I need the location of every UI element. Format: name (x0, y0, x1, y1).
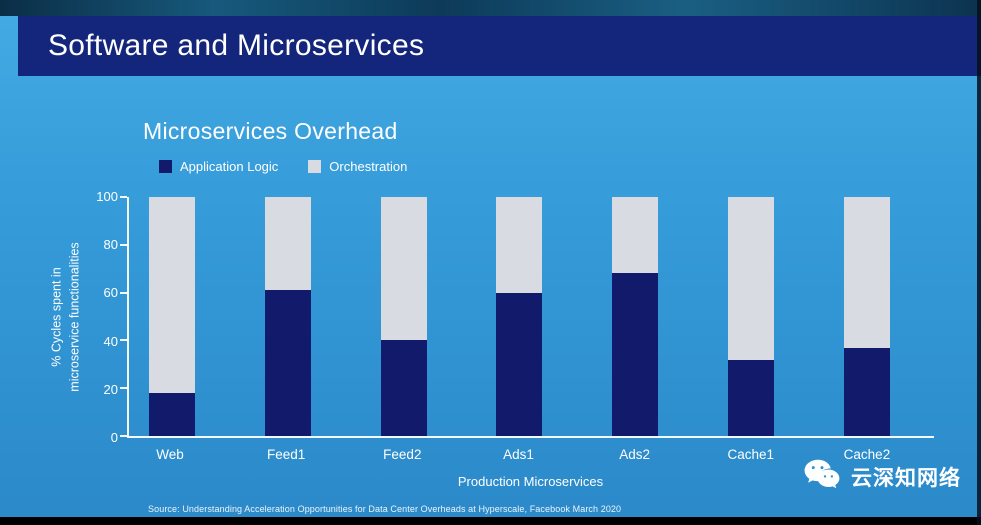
x-axis-title: Production Microservices (457, 474, 604, 489)
y-tick-mark (120, 243, 127, 246)
right-edge-shadow (977, 0, 981, 525)
legend-swatch-orchestration (308, 160, 322, 173)
bar-ads1 (496, 197, 543, 436)
bar-segment-application-logic (380, 340, 427, 436)
legend-swatch-application-logic (159, 160, 172, 173)
bar-segment-orchestration (496, 197, 543, 293)
x-tick-cache1: Cache1 (727, 447, 775, 462)
y-tick-labels: 0 20 40 60 80 100 (84, 189, 118, 445)
x-tick-feed2: Feed2 (383, 447, 422, 462)
x-tick-ads1: Ads1 (503, 447, 534, 462)
y-tick-mark (120, 196, 127, 198)
y-tick-mark (120, 387, 127, 390)
bar-segment-orchestration (612, 197, 659, 274)
x-tick-web: Web (156, 447, 184, 462)
y-tick-80: 80 (103, 237, 118, 253)
bar-cache1 (728, 197, 775, 436)
y-tick-0: 0 (110, 430, 118, 445)
y-axis-title-line1: % Cycles spent in (49, 267, 64, 367)
bar-segment-application-logic (612, 273, 659, 436)
bar-segment-orchestration (149, 197, 195, 393)
bar-segment-application-logic (264, 290, 311, 436)
bar-web (149, 197, 195, 436)
y-tick-100: 100 (96, 189, 118, 204)
header-bar: Software and Microservices (18, 16, 981, 76)
bar-feed1 (264, 197, 311, 436)
legend-item-orchestration: Orchestration (308, 159, 407, 174)
y-tick-mark (120, 435, 127, 437)
bar-segment-orchestration (728, 197, 775, 360)
bar-segment-orchestration (264, 197, 311, 291)
wechat-icon (803, 458, 841, 495)
x-tick-labels: Web Feed1 Feed2 Ads1 Ads2 Cache1 Cache2 (127, 447, 934, 462)
chart-legend: Application Logic Orchestration (159, 159, 407, 174)
bar-segment-application-logic (843, 347, 890, 436)
bottom-letterbox (0, 517, 981, 525)
source-citation: Source: Understanding Acceleration Oppor… (148, 504, 622, 514)
bar-segment-application-logic (496, 292, 543, 436)
y-tick-mark (120, 291, 127, 294)
watermark: 云深知网络 (803, 458, 961, 495)
bar-feed2 (380, 197, 427, 436)
bar-segment-application-logic (149, 392, 195, 436)
bar-segment-orchestration (843, 197, 890, 348)
bar-segment-application-logic (728, 359, 775, 436)
x-tick-feed1: Feed1 (267, 447, 306, 462)
y-tick-20: 20 (103, 381, 118, 397)
legend-item-application-logic: Application Logic (159, 159, 278, 174)
bar-cache2 (843, 197, 890, 436)
y-tick-60: 60 (103, 285, 118, 301)
legend-label-application-logic: Application Logic (180, 159, 279, 174)
chart-title: Microservices Overhead (143, 118, 398, 144)
bar-ads2 (612, 197, 659, 436)
video-background-strip (0, 0, 981, 16)
x-tick-cache2: Cache2 (843, 447, 891, 462)
y-tick-mark (120, 339, 127, 342)
y-tick-40: 40 (103, 333, 118, 349)
plot-area (120, 196, 934, 438)
legend-label-orchestration: Orchestration (329, 159, 408, 174)
slide-title: Software and Microservices (48, 29, 425, 62)
y-axis-title-line2: microservice functionalities (67, 242, 81, 392)
watermark-text: 云深知网络 (851, 466, 961, 490)
bar-segment-orchestration (380, 197, 427, 341)
x-tick-ads2: Ads2 (619, 447, 651, 462)
